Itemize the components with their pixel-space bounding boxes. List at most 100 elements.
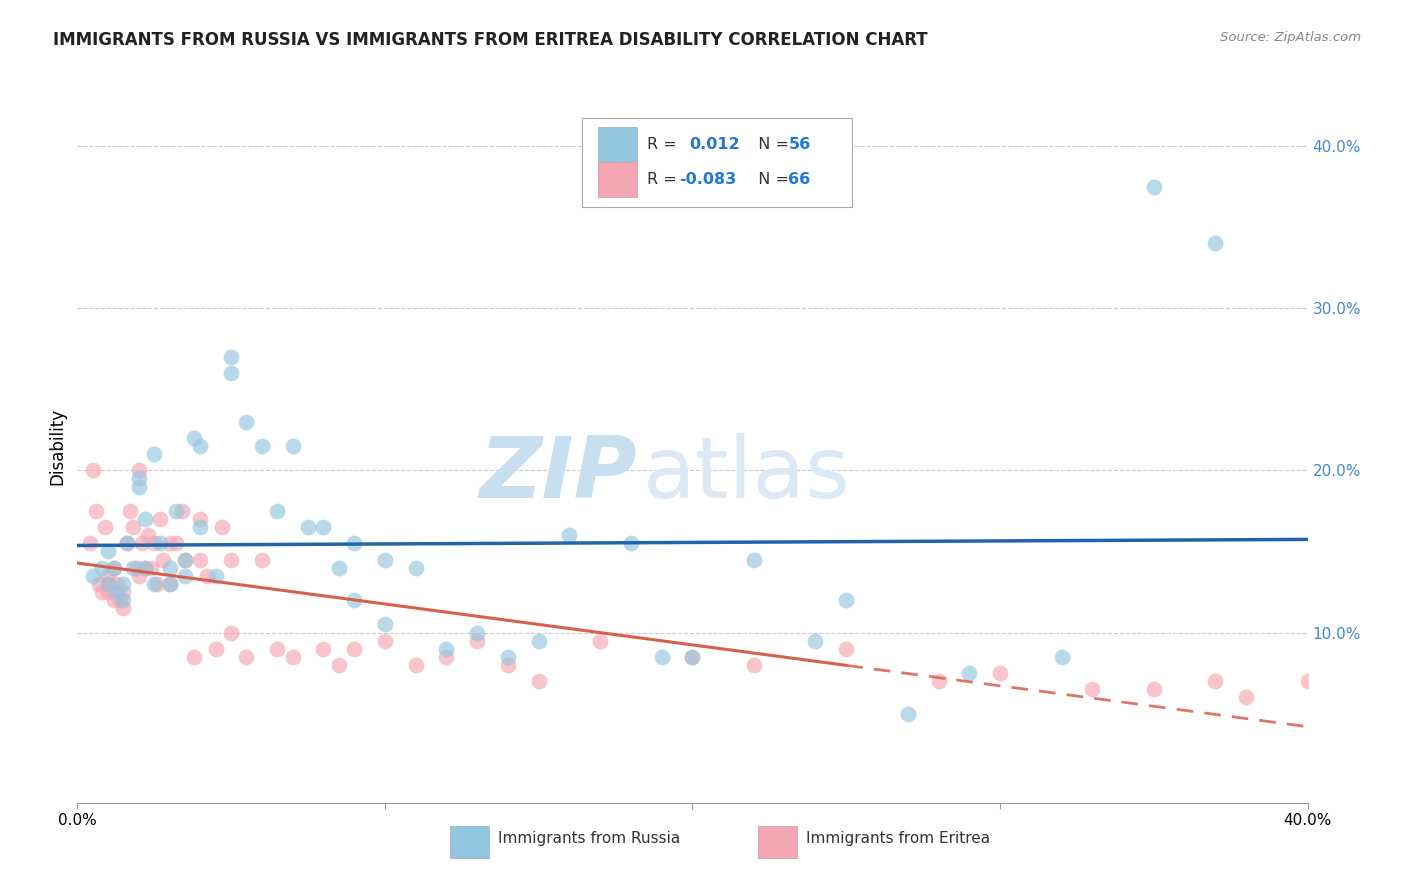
Point (134, 512, 156, 526)
Point (118, 504, 141, 518)
Point (219, 552, 242, 566)
Point (928, 674, 950, 689)
Point (682, 649, 704, 664)
Point (159, 577, 181, 591)
Text: N =: N = (748, 136, 794, 152)
Point (266, 504, 288, 518)
Point (250, 552, 273, 566)
Point (328, 657, 350, 672)
Point (266, 641, 288, 656)
Point (496, 649, 519, 664)
Point (97, 585, 120, 599)
Point (742, 552, 765, 566)
Point (496, 657, 519, 672)
Text: Immigrants from Russia: Immigrants from Russia (498, 831, 681, 846)
Point (742, 657, 765, 672)
Text: ZIP: ZIP (479, 433, 637, 516)
Text: R =: R = (647, 136, 682, 152)
Point (328, 560, 350, 574)
Point (183, 649, 205, 664)
Point (465, 625, 488, 640)
Point (82, 568, 104, 582)
Point (112, 585, 135, 599)
Text: 0.012: 0.012 (689, 136, 740, 152)
FancyBboxPatch shape (582, 118, 852, 207)
Text: 56: 56 (789, 136, 811, 152)
Point (1143, 682, 1166, 697)
Point (149, 512, 172, 526)
Point (281, 439, 304, 453)
Point (97, 544, 120, 558)
FancyBboxPatch shape (598, 127, 637, 161)
Point (134, 560, 156, 574)
Point (110, 593, 132, 607)
Point (141, 560, 163, 574)
Point (235, 415, 257, 429)
Point (219, 350, 242, 364)
Point (343, 593, 366, 607)
Point (297, 520, 319, 534)
Point (188, 439, 212, 453)
Point (195, 568, 218, 582)
Point (405, 657, 427, 672)
Point (211, 520, 233, 534)
Point (183, 431, 205, 445)
Point (835, 641, 858, 656)
Point (112, 577, 135, 591)
Point (115, 536, 138, 550)
Point (159, 536, 181, 550)
Text: IMMIGRANTS FROM RUSSIA VS IMMIGRANTS FROM ERITREA DISABILITY CORRELATION CHART: IMMIGRANTS FROM RUSSIA VS IMMIGRANTS FRO… (53, 31, 928, 49)
Point (188, 520, 212, 534)
Point (128, 568, 150, 582)
Point (152, 552, 174, 566)
Point (250, 439, 273, 453)
Point (121, 560, 143, 574)
Point (204, 568, 226, 582)
Point (82, 463, 104, 477)
Point (1234, 690, 1257, 705)
Point (165, 536, 187, 550)
Point (170, 504, 193, 518)
Point (204, 641, 226, 656)
Point (897, 706, 920, 721)
Point (957, 666, 980, 681)
Point (87, 577, 110, 591)
Point (405, 560, 427, 574)
Point (103, 560, 125, 574)
Point (159, 577, 181, 591)
Point (121, 520, 143, 534)
Point (134, 560, 156, 574)
Point (1204, 674, 1226, 689)
Point (589, 633, 612, 648)
Point (115, 536, 138, 550)
Point (128, 471, 150, 485)
Point (1296, 674, 1319, 689)
FancyBboxPatch shape (450, 826, 489, 858)
Point (343, 641, 366, 656)
Point (105, 577, 128, 591)
Point (136, 528, 159, 542)
Point (188, 512, 212, 526)
Point (1143, 179, 1166, 194)
Point (651, 649, 673, 664)
Point (312, 520, 335, 534)
Text: Source: ZipAtlas.com: Source: ZipAtlas.com (1220, 31, 1361, 45)
Point (558, 528, 581, 542)
Point (174, 552, 197, 566)
Point (436, 649, 458, 664)
Point (90, 560, 114, 574)
Point (97, 577, 120, 591)
Point (835, 593, 858, 607)
Text: -0.083: -0.083 (679, 172, 737, 187)
FancyBboxPatch shape (598, 162, 637, 197)
Point (343, 536, 366, 550)
Point (527, 674, 550, 689)
Point (112, 601, 135, 615)
Point (97, 577, 120, 591)
Point (527, 633, 550, 648)
Point (90, 585, 114, 599)
Text: Immigrants from Eritrea: Immigrants from Eritrea (806, 831, 990, 846)
Point (804, 633, 827, 648)
Point (436, 641, 458, 656)
Point (143, 577, 166, 591)
